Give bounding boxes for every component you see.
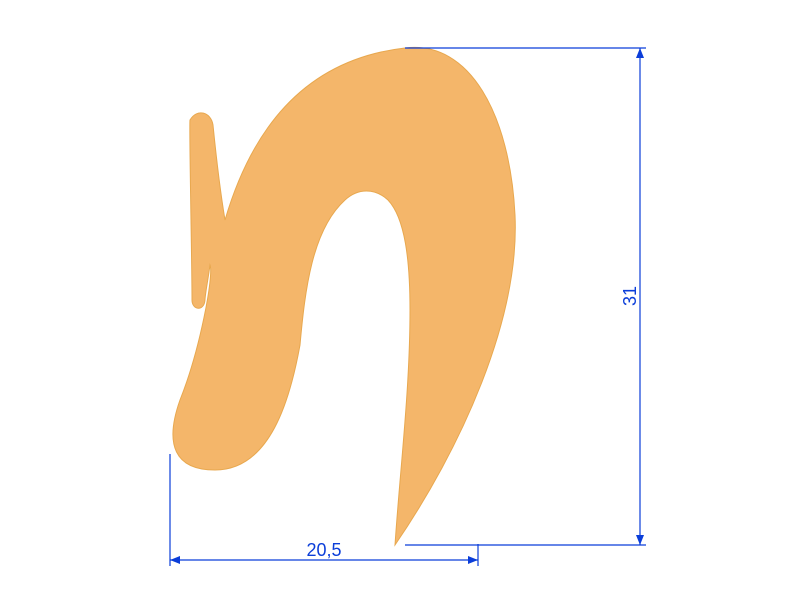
width-arrow-left xyxy=(170,556,180,564)
height-arrow-bottom xyxy=(636,535,644,545)
width-arrow-right xyxy=(468,556,478,564)
profile-cross-section xyxy=(173,47,515,545)
height-dimension-label: 31 xyxy=(620,286,640,306)
height-arrow-top xyxy=(636,48,644,58)
width-dimension-label: 20,5 xyxy=(306,540,341,560)
